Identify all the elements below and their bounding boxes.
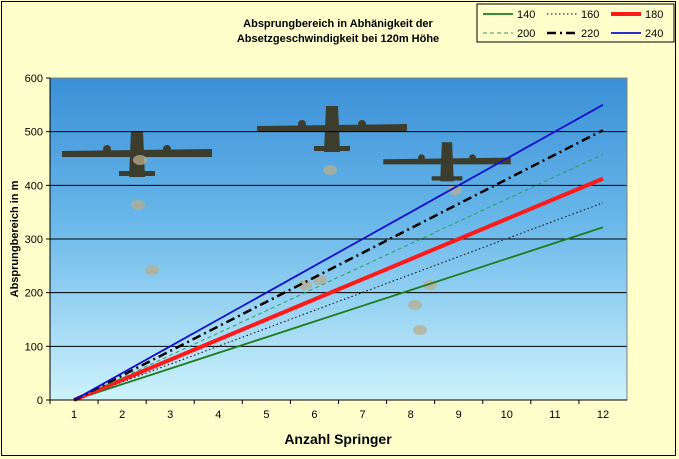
y-tick-label: 200 [25, 288, 43, 300]
series-line-200 [73, 153, 604, 401]
y-tick-label: 600 [25, 73, 43, 85]
x-tick-label: 6 [311, 409, 317, 421]
parachutist-blob [133, 155, 147, 165]
series-line-220 [73, 129, 604, 402]
legend: 140 160 180 200 220 240 [476, 3, 675, 43]
legend-label-200: 200 [517, 28, 535, 40]
legend-label-140: 140 [517, 9, 535, 21]
x-tick-label: 11 [549, 409, 560, 421]
parachutist-blob [131, 200, 145, 210]
parachutist-blob [408, 300, 422, 310]
legend-label-160: 160 [581, 9, 599, 21]
y-tick-label: 0 [37, 395, 43, 407]
x-axis-label: Anzahl Springer [284, 431, 392, 447]
aircraft-silhouette [383, 142, 511, 182]
aircraft-illustration [62, 106, 511, 335]
x-tick-label: 7 [359, 409, 365, 421]
legend-label-180: 180 [645, 9, 663, 21]
x-tick-label: 3 [167, 409, 173, 421]
x-tick-label: 8 [408, 409, 414, 421]
series-line-240 [73, 104, 604, 401]
parachutist-blob [413, 325, 427, 335]
y-tick-label: 100 [25, 341, 43, 353]
series-line-140 [73, 226, 604, 401]
x-tick-label: 10 [501, 409, 513, 421]
axes [46, 77, 628, 404]
y-tick-label: 300 [25, 234, 43, 246]
y-tick-label: 500 [25, 127, 43, 139]
aircraft-silhouette [62, 131, 212, 177]
y-tick-labels: 0 100 200 300 400 500 600 [25, 73, 43, 407]
x-tick-labels: 1 2 3 4 5 6 7 8 9 10 11 12 [71, 409, 609, 421]
chart-title-line2: Absetzgeschwindigkeit bei 120m Höhe [237, 33, 439, 45]
parachutist-blob [298, 280, 312, 290]
y-tick-label: 400 [25, 180, 43, 192]
legend-label-220: 220 [581, 28, 599, 40]
series-line-180 [73, 176, 604, 402]
x-tick-label: 1 [71, 409, 77, 421]
parachutist-blob [323, 165, 337, 175]
y-axis-label: Absprungbereich in m [9, 180, 21, 297]
aircraft-silhouette [257, 106, 407, 152]
legend-label-240: 240 [645, 28, 663, 40]
parachutist-blob [448, 185, 462, 195]
series-lines [73, 104, 604, 402]
parachutist-blob [145, 265, 159, 275]
legend-box [476, 3, 675, 43]
x-tick-label: 12 [597, 409, 609, 421]
x-tick-label: 5 [263, 409, 269, 421]
chart-title-line1: Absprungbereich in Abhänigkeit der [243, 18, 433, 30]
x-tick-label: 4 [215, 409, 221, 421]
x-tick-label: 2 [119, 409, 125, 421]
x-tick-label: 9 [456, 409, 462, 421]
